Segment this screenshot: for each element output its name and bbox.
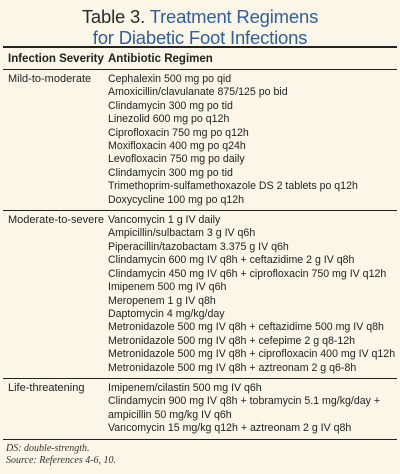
regimen-item: Clindamycin 300 mg po tid — [108, 99, 233, 112]
footnote-source: Source: References 4-6, 10. — [6, 455, 117, 467]
table-header: Infection Severity Antibiotic Regimen — [0, 48, 400, 69]
regimen-item: Linezolid 600 mg po q12h — [108, 113, 230, 126]
regimen-item: Vancomycin 15 mg/kg q12h + aztreonam 2 g… — [108, 422, 352, 435]
severity-group: Life-threatening Imipenem/cilastin 500 mg… — [0, 379, 400, 439]
regimen-item: Metronidazole 500 mg IV q8h + ciprofloxa… — [108, 348, 396, 361]
severity-label: Moderate-to-severe — [8, 214, 104, 227]
regimen-item: Moxifloxacin 400 mg po q24h — [108, 140, 246, 153]
regimen-item: Doxycycline 100 mg po q12h — [108, 193, 245, 206]
footnote-abbreviation: DS: double-strength. — [6, 442, 90, 454]
severity-label: Mild-to-moderate — [8, 73, 92, 85]
regimen-item: Clindamycin 900 mg IV q8h + tobramycin 5… — [108, 395, 381, 421]
regimen-item: Levofloxacin 750 mg po daily — [108, 153, 245, 166]
regimen-item: Metronidazole 500 mg IV q8h + aztreonam … — [108, 361, 357, 374]
regimen-item: Ampicillin/sulbactam 3 g IV q6h — [108, 227, 256, 240]
group-rule — [3, 438, 397, 440]
regimen-item: Ciprofloxacin 750 mg po q12h — [108, 126, 249, 139]
regimen-item: Clindamycin 300 mg po tid — [108, 166, 233, 179]
severity-group: Mild-to-moderate Cephalexin 500 mg po qid… — [0, 70, 400, 210]
table-number: Table 3. — [81, 6, 146, 27]
regimen-item: Cephalexin 500 mg po qid — [108, 73, 232, 85]
regimen-item: Clindamycin 600 mg IV q8h + ceftazidime … — [108, 254, 355, 267]
regimen-list: Vancomycin 1 g IV daily Ampicillin/sulbac… — [108, 214, 400, 375]
regimen-item: Imipenem/cilastin 500 mg IV q6h — [108, 381, 262, 394]
title-line-2: for Diabetic Foot Infections — [92, 27, 308, 48]
severity-group: Moderate-to-severe Vancomycin 1 g IV dail… — [0, 211, 400, 378]
header-infection-severity: Infection Severity — [8, 52, 104, 65]
regimen-item: Trimethoprim-sulfamethoxazole DS 2 table… — [108, 180, 358, 193]
regimen-item: Imipenem 500 mg IV q6h — [108, 281, 227, 294]
regimen-item: Amoxicillin/clavulanate 875/125 po bid — [108, 86, 288, 99]
regimen-item: Daptomycin 4 mg/kg/day — [108, 307, 225, 320]
regimen-item: Metronidazole 500 mg IV q8h + cefepime 2… — [108, 334, 356, 347]
regimen-item: Metronidazole 500 mg IV q8h + ceftazidim… — [108, 321, 384, 334]
table-title: Table 3. Treatment Regimens for Diabetic… — [0, 0, 400, 48]
regimen-item: Meropenem 1 g IV q8h — [108, 294, 216, 307]
title-line-1: Treatment Regimens — [149, 6, 319, 27]
table-footer: DS: double-strength. Source: References … — [0, 440, 400, 468]
table-body: Mild-to-moderate Cephalexin 500 mg po qid… — [0, 70, 400, 440]
group-rule — [3, 210, 397, 212]
header-antibiotic-regimen: Antibiotic Regimen — [108, 52, 213, 65]
regimen-item: Clindamycin 450 mg IV q6h + ciprofloxaci… — [108, 267, 387, 280]
top-rule — [3, 46, 397, 48]
group-rule — [3, 377, 397, 379]
severity-label: Life-threatening — [8, 381, 85, 394]
regimen-list: Cephalexin 500 mg po qid Amoxicillin/clav… — [108, 73, 400, 207]
regimen-item: Vancomycin 1 g IV daily — [108, 214, 221, 227]
header-rule — [3, 69, 397, 70]
regimen-item: Piperacillin/tazobactam 3.375 g IV q6h — [108, 240, 289, 253]
regimen-list: Imipenem/cilastin 500 mg IV q6h Clindamyc… — [108, 382, 400, 436]
